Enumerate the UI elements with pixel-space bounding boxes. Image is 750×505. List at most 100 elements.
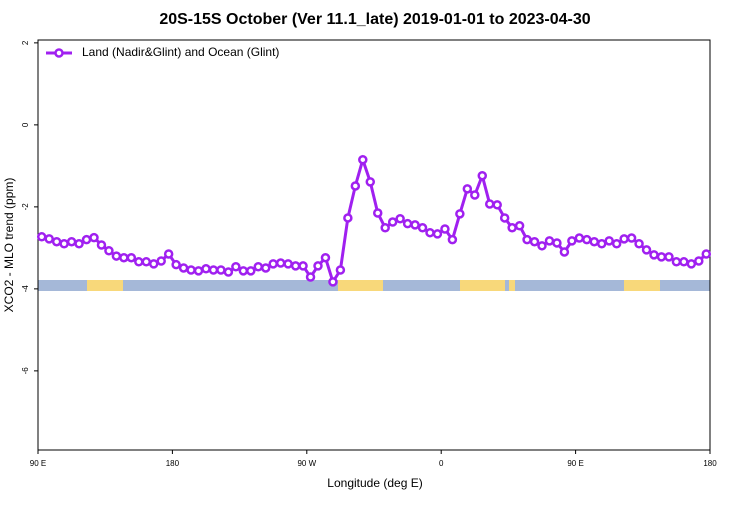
data-point — [395, 214, 405, 224]
data-point — [350, 181, 361, 191]
x-tick-label: 90 E — [567, 459, 583, 468]
data-point — [484, 199, 495, 209]
x-tick-label: 180 — [166, 459, 180, 468]
data-point — [119, 252, 129, 263]
data-point — [231, 261, 241, 272]
data-point — [417, 223, 428, 233]
data-point — [380, 223, 390, 233]
data-point — [66, 236, 77, 247]
data-point — [89, 232, 99, 243]
y-tick-label: 2 — [21, 40, 30, 45]
data-point — [440, 224, 450, 234]
x-axis-label: Longitude (deg E) — [327, 476, 422, 490]
data-point — [44, 234, 54, 244]
data-point — [51, 236, 62, 247]
data-point — [671, 257, 682, 267]
data-point — [656, 252, 667, 262]
y-tick-label: -6 — [21, 367, 30, 375]
data-point — [268, 259, 278, 269]
data-point — [552, 238, 562, 248]
data-point — [679, 257, 689, 267]
data-point — [193, 266, 204, 276]
x-tick-label: 0 — [439, 459, 444, 468]
data-point — [253, 261, 264, 272]
data-point — [335, 265, 346, 275]
y-axis-label: XCO2 - MLO trend (ppm) — [2, 178, 16, 313]
data-point — [81, 234, 92, 245]
x-tick-label: 90 E — [30, 459, 46, 468]
data-point — [701, 249, 712, 259]
data-point — [522, 234, 532, 245]
data-point — [470, 190, 480, 200]
data-point — [462, 184, 473, 194]
data-point — [604, 236, 614, 246]
data-point — [59, 239, 69, 249]
data-point — [559, 247, 570, 257]
data-point — [260, 263, 271, 273]
land-ocean-strip — [38, 280, 710, 291]
data-point — [148, 259, 159, 269]
x-tick-label: 90 W — [297, 459, 316, 468]
data-point — [223, 267, 234, 277]
data-point — [664, 252, 674, 262]
data-point — [529, 236, 540, 247]
data-point — [246, 266, 256, 276]
data-point — [507, 223, 517, 233]
data-point — [343, 213, 353, 223]
data-point — [320, 252, 331, 263]
data-point — [111, 251, 122, 261]
data-point — [178, 263, 189, 273]
data-point — [477, 170, 488, 181]
data-point — [134, 257, 144, 267]
data-point — [589, 236, 600, 247]
chart-title: 20S-15S October (Ver 11.1_late) 2019-01-… — [159, 11, 590, 28]
data-point — [275, 258, 286, 268]
y-tick-label: -4 — [21, 285, 30, 293]
data-point — [216, 265, 226, 275]
legend-marker — [54, 48, 64, 58]
data-point — [694, 256, 704, 266]
data-point — [290, 261, 301, 271]
data-point — [634, 239, 644, 249]
legend-label: Land (Nadir&Glint) and Ocean (Glint) — [82, 45, 279, 59]
data-point — [402, 218, 413, 229]
data-point — [611, 239, 622, 249]
data-point — [358, 154, 368, 165]
data-point — [126, 252, 137, 263]
data-point — [596, 239, 607, 249]
data-point — [156, 256, 166, 266]
data-point — [425, 227, 435, 238]
data-point — [649, 250, 659, 260]
data-point — [537, 241, 547, 251]
data-point — [74, 239, 84, 249]
data-point — [313, 261, 323, 271]
data-point — [104, 245, 114, 256]
data-point — [238, 266, 249, 276]
y-tick-label: 0 — [21, 122, 30, 127]
data-point — [432, 229, 443, 239]
data-point — [387, 217, 398, 227]
data-point — [447, 234, 458, 245]
data-point — [455, 209, 465, 219]
data-point — [36, 232, 47, 242]
data-point — [372, 208, 383, 218]
data-point — [574, 233, 585, 243]
data-point — [283, 259, 293, 269]
data-point — [567, 236, 577, 246]
data-point — [582, 234, 592, 245]
y-tick-label: -2 — [21, 203, 30, 211]
data-point — [298, 261, 308, 271]
data-point — [499, 213, 510, 223]
data-point — [686, 259, 697, 269]
data-point — [208, 265, 219, 275]
data-point — [96, 240, 107, 250]
data-point — [514, 220, 525, 231]
data-point — [544, 236, 555, 246]
data-point — [186, 265, 196, 275]
plot-frame — [37, 39, 711, 451]
data-point — [163, 249, 174, 259]
data-point — [626, 233, 637, 243]
data-point — [619, 234, 629, 244]
data-point — [365, 177, 376, 187]
